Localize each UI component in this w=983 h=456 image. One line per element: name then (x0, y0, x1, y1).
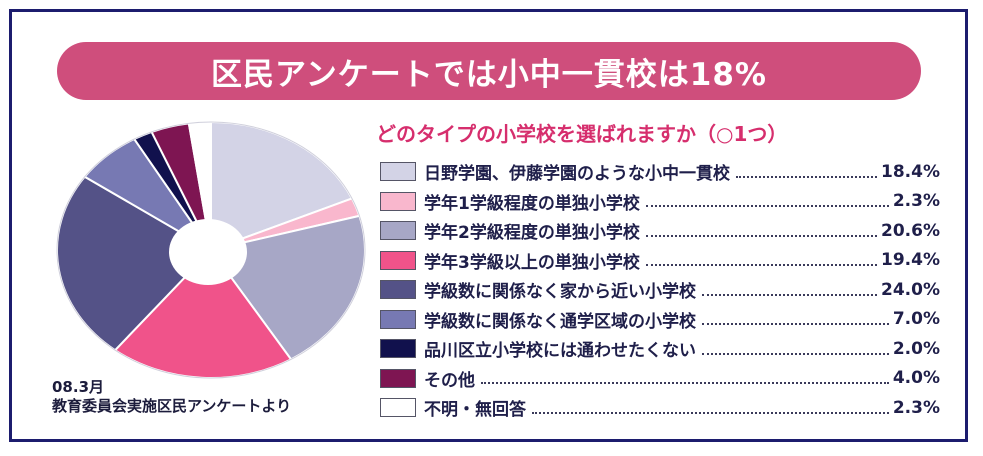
headline-text: 区民アンケートでは小中一貫校は18% (211, 56, 767, 93)
leader-dots (736, 175, 878, 178)
survey-source: 教育委員会実施区民アンケートより (52, 397, 292, 415)
pie-chart (48, 120, 368, 390)
legend-swatch (380, 191, 416, 211)
leader-dots (702, 323, 889, 326)
legend-swatch (380, 309, 416, 329)
legend-item: 学級数に関係なく家から近い小学校 24.0% (380, 275, 940, 305)
legend-item: 品川区立小学校には通わせたくない 2.0% (380, 334, 940, 364)
pie-chart-svg (56, 120, 366, 379)
legend-swatch (380, 162, 416, 182)
legend-item: 不明・無回答 2.3% (380, 393, 940, 423)
legend: 日野学園、伊藤学園のような小中一貫校 18.4% 学年1学級程度の単独小学校 2.3%… (380, 157, 940, 423)
question-title: どのタイプの小学校を選ばれますか（○1つ） (376, 122, 788, 146)
legend-item: その他 4.0% (380, 364, 940, 394)
legend-swatch (380, 339, 416, 359)
survey-date: 08.3月 (52, 378, 105, 396)
legend-item: 学年3学級以上の単独小学校 19.4% (380, 246, 940, 276)
pie-outline (56, 121, 366, 379)
leader-dots (702, 352, 889, 355)
legend-label: 日野学園、伊藤学園のような小中一貫校 (424, 159, 734, 185)
legend-swatch (380, 398, 416, 418)
legend-value: 2.0% (890, 338, 940, 359)
leader-dots (645, 264, 878, 267)
pie-center-hole (169, 219, 247, 285)
legend-swatch (380, 368, 416, 388)
legend-label: 学級数に関係なく通学区域の小学校 (424, 306, 700, 332)
survey-source-note: 08.3月 教育委員会実施区民アンケートより (52, 378, 291, 416)
legend-label: 不明・無回答 (424, 395, 530, 421)
leader-dots (645, 234, 878, 237)
legend-label: 品川区立小学校には通わせたくない (424, 336, 700, 362)
headline-banner: 区民アンケートでは小中一貫校は18% (57, 42, 921, 100)
legend-item: 学級数に関係なく通学区域の小学校 7.0% (380, 305, 940, 335)
legend-label: 学年1学級程度の単独小学校 (424, 188, 644, 214)
leader-dots (645, 205, 889, 208)
legend-value: 24.0% (879, 279, 940, 300)
legend-item: 日野学園、伊藤学園のような小中一貫校 18.4% (380, 157, 940, 187)
legend-item: 学年2学級程度の単独小学校 20.6% (380, 216, 940, 246)
legend-value: 18.4% (879, 161, 940, 182)
legend-value: 2.3% (890, 191, 940, 212)
legend-swatch (380, 280, 416, 300)
legend-value: 20.6% (879, 220, 940, 241)
leader-dots (532, 411, 889, 414)
legend-value: 4.0% (890, 368, 940, 389)
legend-label: 学年3学級以上の単独小学校 (424, 247, 644, 273)
legend-value: 2.3% (890, 397, 940, 418)
leader-dots (702, 293, 878, 296)
legend-swatch (380, 250, 416, 270)
legend-label: 学年2学級程度の単独小学校 (424, 218, 644, 244)
legend-label: その他 (424, 365, 479, 391)
legend-swatch (380, 221, 416, 241)
legend-label: 学級数に関係なく家から近い小学校 (424, 277, 700, 303)
legend-value: 19.4% (879, 250, 940, 271)
legend-value: 7.0% (890, 309, 940, 330)
leader-dots (481, 382, 889, 385)
legend-item: 学年1学級程度の単独小学校 2.3% (380, 187, 940, 217)
